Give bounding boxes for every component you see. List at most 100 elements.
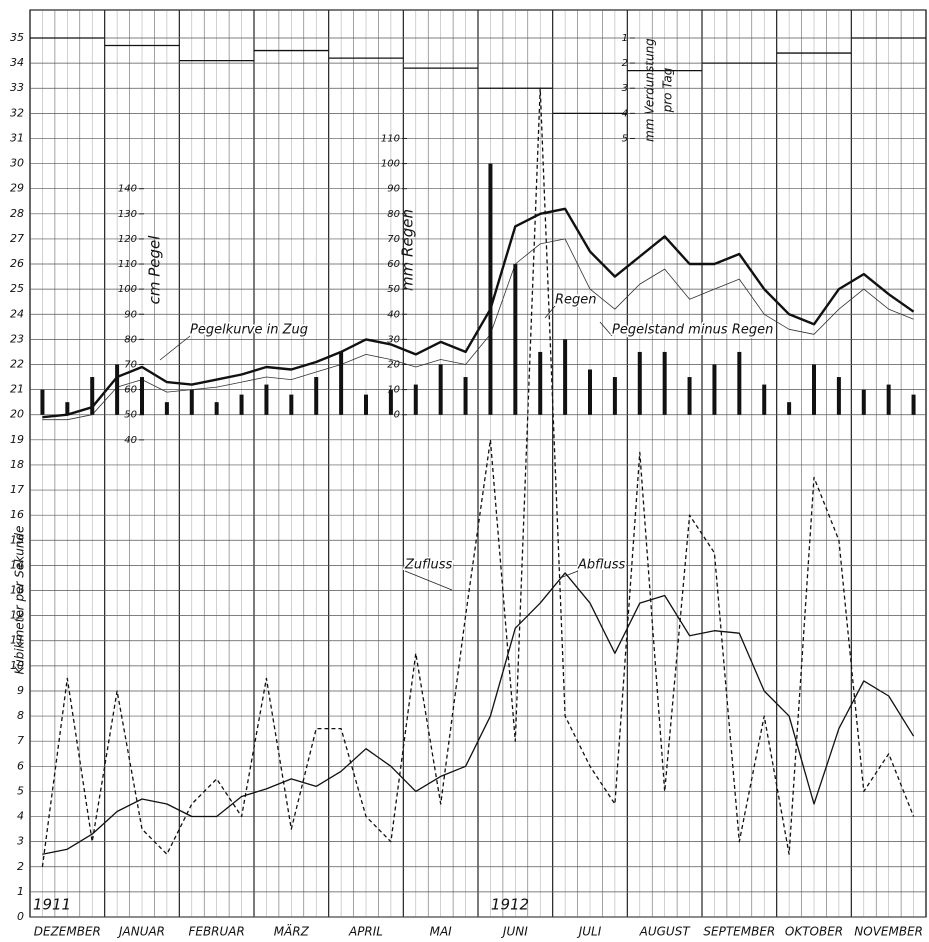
y-tick-label: 20: [10, 408, 24, 421]
series-line: [42, 572, 915, 855]
y-tick-label: 13: [10, 584, 24, 597]
rain-bar: [339, 351, 344, 415]
y2-tick-label: 60: [124, 385, 137, 396]
rain-bar: [65, 402, 70, 415]
y-tick-label: 11: [10, 634, 24, 647]
y3-tick-label: 70: [387, 234, 400, 245]
y2-tick-label: 40: [124, 435, 137, 446]
x-tick-label: JANUAR: [117, 925, 165, 939]
x-tick-label: FEBRUAR: [188, 925, 244, 939]
rain-bar: [264, 384, 269, 415]
rain-bar: [588, 369, 592, 415]
series-line: [41, 87, 915, 867]
rain-bar: [115, 364, 120, 415]
annotation-leader: [544, 305, 556, 319]
y-tick-label: 9: [17, 684, 24, 697]
y-tick-label: 29: [10, 182, 24, 195]
rain-bar: [812, 364, 816, 415]
x-tick-label: JUNI: [501, 925, 528, 939]
rain-bar: [438, 364, 443, 415]
x-tick-label: APRIL: [348, 925, 383, 939]
y-tick-label: 26: [10, 257, 24, 270]
series-annotation: Regen: [555, 293, 597, 308]
x-tick-label: JULI: [577, 925, 602, 939]
y2-tick-label: 50: [124, 410, 137, 421]
annotation-leader: [599, 321, 613, 337]
rain-bar: [737, 351, 742, 415]
y4-tick-label: 1: [622, 33, 628, 44]
y2-tick-label: 140: [118, 184, 137, 195]
y-tick-label: 30: [10, 157, 24, 170]
vertical-grid: [29, 10, 927, 917]
y-tick-label: 12: [10, 609, 24, 622]
rain-bar: [911, 394, 916, 415]
x-tick-label: NOVEMBER: [854, 925, 923, 939]
rain-bar: [413, 384, 418, 415]
rain-bar: [513, 264, 518, 415]
y2-tick-label: 100: [118, 284, 137, 295]
x-tick-label: AUGUST: [639, 925, 692, 939]
y-tick-label: 25: [10, 282, 24, 295]
series-line: [42, 207, 915, 419]
y-tick-label: 0: [17, 910, 24, 923]
rain-bar: [189, 389, 194, 415]
y-tick-label: 15: [10, 533, 24, 546]
y-tick-label: 6: [17, 759, 24, 772]
y-tick-label: 22: [10, 357, 24, 370]
series-annotation: Abfluss: [577, 558, 626, 573]
y4-tick-label: 5: [622, 133, 628, 144]
y2-tick-label: 90: [124, 309, 137, 320]
x-tick-label: DEZEMBER: [34, 925, 101, 939]
y3-tick-label: 40: [387, 309, 400, 320]
y-tick-label: 32: [10, 106, 24, 119]
y-tick-label: 33: [10, 81, 24, 94]
rain-bar: [836, 377, 841, 415]
y3-tick-label: 110: [381, 133, 400, 144]
y2-tick-label: 110: [118, 259, 137, 270]
y-tick-label: 3: [17, 835, 24, 848]
rain-bar: [712, 364, 717, 415]
rain-bar: [90, 377, 95, 415]
x-tick-label: MÄRZ: [274, 924, 310, 939]
y-tick-label: 16: [10, 508, 24, 521]
y4-tick-label: 2: [622, 58, 628, 69]
rain-bar: [637, 351, 642, 415]
rain-bar: [314, 377, 319, 415]
y-tick-label: 31: [10, 131, 24, 144]
rain-bar: [40, 389, 45, 415]
y3-tick-label: 90: [387, 184, 400, 195]
rain-bar: [388, 389, 393, 415]
rain-bar: [488, 163, 493, 415]
y-tick-label: 7: [17, 734, 24, 747]
y-tick-label: 1: [17, 885, 24, 898]
rain-bar: [687, 377, 692, 415]
y-tick-label: 23: [10, 332, 24, 345]
y-tick-label: 2: [17, 860, 24, 873]
y2-tick-label: 120: [118, 234, 137, 245]
y4-tick-label: 3: [622, 83, 628, 94]
rain-bar: [787, 402, 792, 415]
rain-bar: [289, 394, 294, 415]
x-tick-label: SEPTEMBER: [703, 925, 775, 939]
annotation-leader: [559, 570, 579, 579]
rain-bar: [861, 389, 866, 415]
y2-tick-label: 70: [124, 359, 137, 370]
annotation-leader: [404, 570, 453, 591]
y3-tick-label: 100: [381, 159, 400, 170]
rain-bar: [886, 384, 891, 415]
series-annotation: Zufluss: [404, 558, 453, 573]
rain-bar: [364, 394, 368, 415]
y-tick-label: 4: [17, 810, 24, 823]
y-tick-label: 17: [10, 483, 24, 496]
y3-tick-label: 30: [387, 334, 400, 345]
y2-axis-title: cm Pegel: [146, 235, 164, 305]
y3-tick-label: 80: [387, 209, 400, 220]
y-tick-label: 34: [10, 56, 24, 69]
annotation-leader: [159, 335, 191, 361]
series-annotation: Pegelstand minus Regen: [612, 323, 773, 338]
y4-axis-title: mm Verdunstung: [643, 38, 657, 142]
x-tick-label: MAI: [430, 925, 453, 939]
y3-axis-title: mm Regen: [399, 209, 417, 291]
rain-bar: [140, 377, 144, 415]
